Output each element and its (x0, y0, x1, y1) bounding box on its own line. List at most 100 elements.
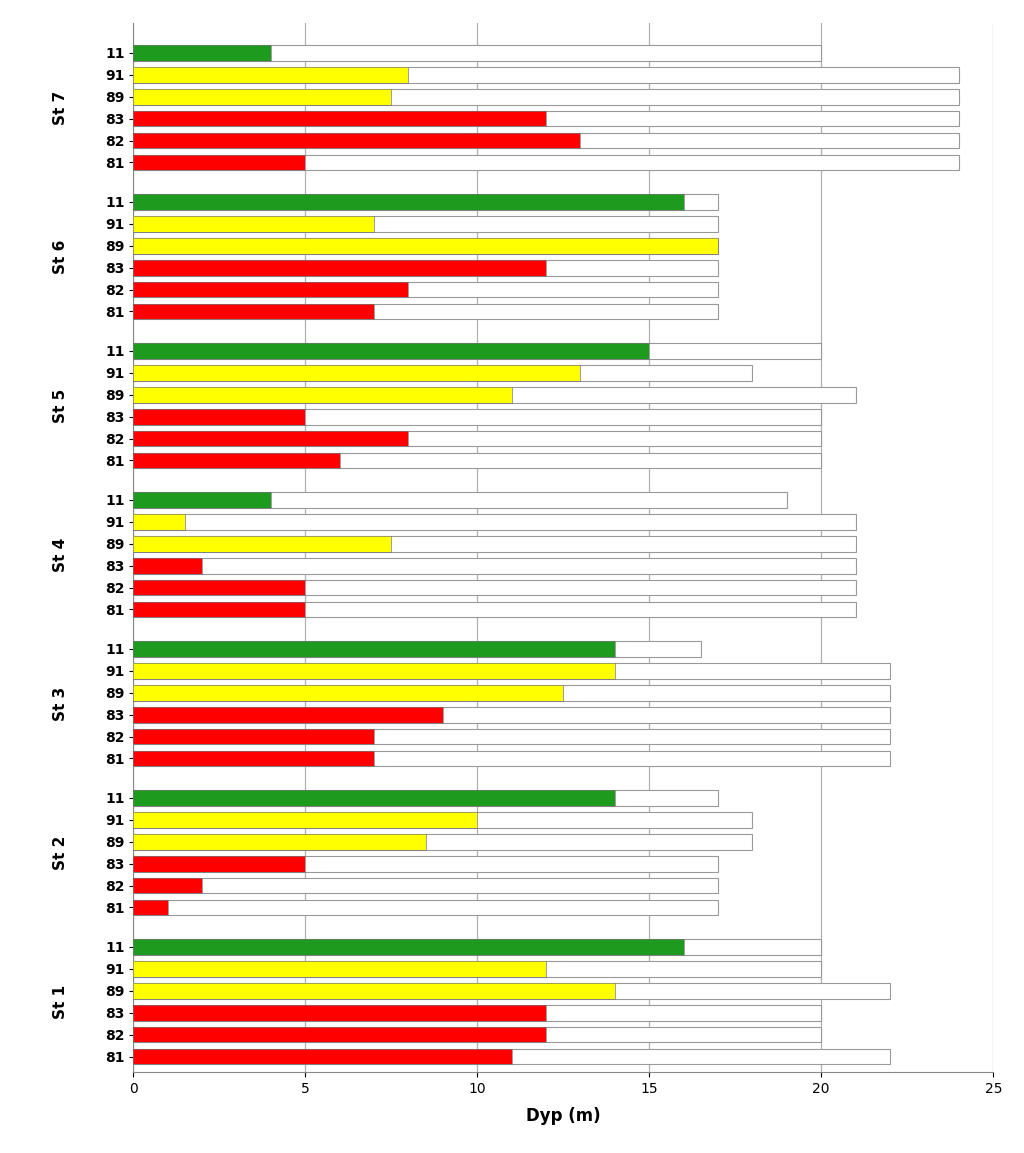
Bar (133, 409, 821, 424)
Bar (133, 1026, 546, 1042)
Bar (133, 982, 890, 998)
Bar (133, 45, 270, 61)
Bar (133, 364, 753, 380)
Bar (133, 899, 718, 915)
Bar (133, 1004, 546, 1020)
Bar (133, 960, 546, 977)
Bar (133, 663, 890, 679)
Bar (133, 492, 786, 507)
Bar (133, 67, 409, 83)
Bar (133, 812, 477, 828)
Bar (133, 790, 614, 806)
Bar (133, 431, 409, 446)
Bar (133, 1048, 890, 1064)
Bar (133, 877, 718, 894)
Text: St 3: St 3 (53, 686, 69, 721)
Bar (133, 133, 958, 149)
Bar (133, 960, 821, 977)
Bar (133, 751, 374, 767)
Bar (133, 580, 305, 595)
Bar (133, 281, 718, 297)
Bar (133, 453, 340, 468)
Bar (133, 238, 718, 254)
Bar (133, 514, 184, 529)
Bar (133, 386, 512, 402)
Bar (133, 1004, 546, 1020)
Bar (133, 303, 374, 319)
Bar (133, 281, 409, 297)
Bar (133, 216, 374, 232)
Bar (133, 558, 202, 573)
Bar (133, 856, 305, 872)
Bar (133, 259, 718, 276)
Bar (133, 1026, 546, 1042)
Text: St 6: St 6 (53, 240, 69, 274)
Bar (133, 960, 546, 977)
Bar (133, 729, 374, 745)
Bar (133, 536, 856, 551)
Bar (133, 641, 700, 657)
Bar (133, 558, 856, 573)
Bar (133, 877, 202, 894)
Bar (133, 492, 270, 507)
Bar (133, 939, 821, 955)
Bar (133, 194, 684, 210)
Bar (133, 558, 202, 573)
Bar (133, 1048, 512, 1064)
Bar (133, 641, 614, 657)
Bar (133, 238, 718, 254)
Bar (133, 707, 890, 723)
Bar (133, 751, 374, 767)
Bar (133, 856, 305, 872)
Bar (133, 834, 753, 850)
Bar (133, 155, 958, 171)
Bar (133, 409, 305, 424)
Bar (133, 751, 890, 767)
Bar (133, 216, 718, 232)
Bar (133, 111, 546, 127)
Bar (133, 431, 821, 446)
Text: St 2: St 2 (53, 836, 69, 869)
Bar (133, 982, 614, 998)
Bar (133, 364, 581, 380)
Bar (133, 790, 614, 806)
Bar (133, 281, 409, 297)
Bar (133, 899, 168, 915)
Bar (133, 663, 614, 679)
Bar (133, 685, 563, 701)
Bar (133, 899, 168, 915)
Bar (133, 342, 649, 359)
Bar (133, 89, 391, 105)
Bar (133, 602, 305, 617)
Bar (133, 409, 305, 424)
Bar (133, 111, 546, 127)
Bar (133, 386, 512, 402)
Bar (133, 514, 184, 529)
Bar (133, 453, 821, 468)
Bar (133, 536, 391, 551)
Bar (133, 45, 821, 61)
Bar (133, 303, 718, 319)
Bar (133, 453, 340, 468)
Bar (133, 663, 614, 679)
Bar (133, 238, 718, 254)
Bar (133, 1026, 821, 1042)
Bar (133, 856, 718, 872)
Bar (133, 602, 856, 617)
Bar (133, 133, 581, 149)
Text: St 5: St 5 (53, 389, 69, 423)
Bar (133, 133, 581, 149)
Bar (133, 303, 374, 319)
Bar (133, 67, 958, 83)
Bar (133, 602, 305, 617)
Bar (133, 536, 391, 551)
Bar (133, 641, 614, 657)
Bar (133, 111, 958, 127)
Bar (133, 707, 442, 723)
Text: St 4: St 4 (53, 537, 69, 572)
Bar (133, 834, 426, 850)
Bar (133, 790, 718, 806)
Bar (133, 1048, 512, 1064)
Bar (133, 939, 684, 955)
Bar (133, 685, 563, 701)
